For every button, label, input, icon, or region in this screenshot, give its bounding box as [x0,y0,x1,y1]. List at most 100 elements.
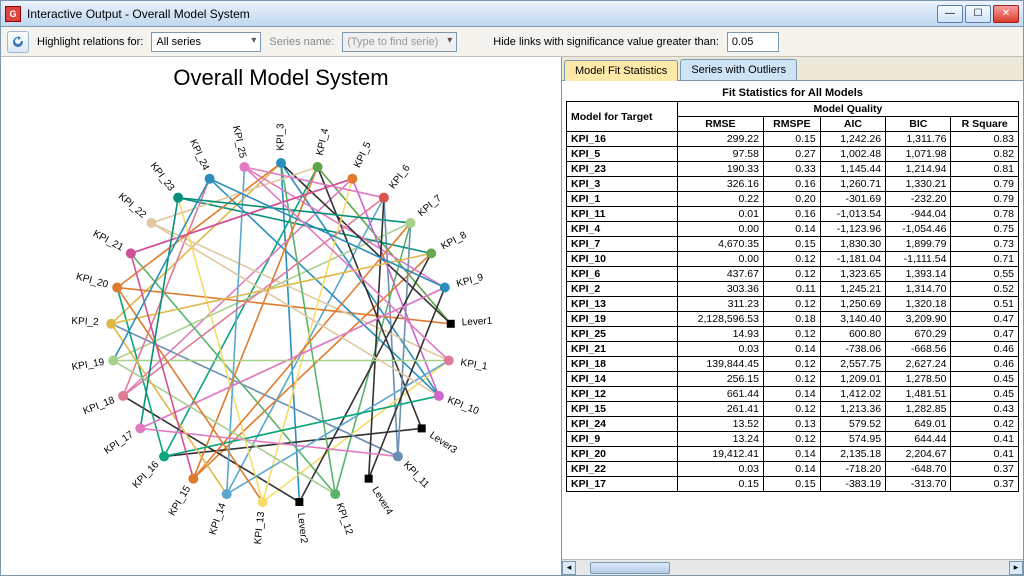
table-row[interactable]: KPI_170.150.15-383.19-313.700.37 [567,477,1019,492]
node[interactable] [295,498,303,506]
cell-value: 1,214.94 [886,162,951,177]
cell-value: 1,250.69 [820,297,885,312]
significance-input[interactable] [727,32,779,52]
table-row[interactable]: KPI_23190.330.331,145.441,214.940.81 [567,162,1019,177]
table-row[interactable]: KPI_40.000.14-1,123.96-1,054.460.75 [567,222,1019,237]
node[interactable] [126,248,136,258]
series-name-dropdown[interactable]: (Type to find serie) [342,32,457,52]
table-row[interactable]: KPI_15261.410.121,213.361,282.850.43 [567,402,1019,417]
cell-value: 1,145.44 [820,162,885,177]
cell-value: 19,412.41 [677,447,763,462]
node[interactable] [330,489,340,499]
node[interactable] [258,497,268,507]
cell-target: KPI_13 [567,297,678,312]
table-row[interactable]: KPI_192,128,596.530.183,140.403,209.900.… [567,312,1019,327]
cell-value: 1,830.30 [820,237,885,252]
tab-1[interactable]: Series with Outliers [680,59,797,80]
tab-0[interactable]: Model Fit Statistics [564,60,678,81]
table-row[interactable]: KPI_210.030.14-738.06-668.560.46 [567,342,1019,357]
cell-value: 0.73 [951,237,1019,252]
refresh-icon[interactable] [7,31,29,53]
node[interactable] [135,423,145,433]
node[interactable] [447,320,455,328]
cell-value: 1,412.02 [820,387,885,402]
node[interactable] [347,174,357,184]
edge [123,396,299,502]
table-row[interactable]: KPI_74,670.350.151,830.301,899.790.73 [567,237,1019,252]
maximize-button[interactable]: ☐ [965,5,991,23]
minimize-button[interactable]: — [937,5,963,23]
node[interactable] [313,162,323,172]
table-row[interactable]: KPI_2413.520.13579.52649.010.42 [567,417,1019,432]
node[interactable] [118,391,128,401]
node[interactable] [146,218,156,228]
cell-value: 4,670.35 [677,237,763,252]
table-row[interactable]: KPI_110.010.16-1,013.54-944.040.78 [567,207,1019,222]
scroll-right-arrow[interactable]: ▸ [1009,561,1023,575]
node[interactable] [239,162,249,172]
node[interactable] [418,424,426,432]
cell-target: KPI_25 [567,327,678,342]
cell-target: KPI_6 [567,267,678,282]
edge [384,198,398,457]
table-row[interactable]: KPI_13311.230.121,250.691,320.180.51 [567,297,1019,312]
highlight-dropdown[interactable]: All series [151,32,261,52]
highlight-dropdown-value: All series [156,36,201,48]
table-scroll[interactable]: Fit Statistics for All Models Model for … [562,81,1023,559]
node[interactable] [108,356,118,366]
node[interactable] [159,451,169,461]
node[interactable] [188,474,198,484]
node[interactable] [222,489,232,499]
node[interactable] [393,451,403,461]
node[interactable] [426,248,436,258]
cell-value: 1,242.26 [820,132,885,147]
table-row[interactable]: KPI_2303.360.111,245.211,314.700.52 [567,282,1019,297]
stats-pane: Model Fit StatisticsSeries with Outliers… [561,57,1023,575]
node[interactable] [112,283,122,293]
col-header: RMSPE [763,117,820,132]
table-row[interactable]: KPI_2019,412.410.142,135.182,204.670.41 [567,447,1019,462]
table-row[interactable]: KPI_3326.160.161,260.711,330.210.79 [567,177,1019,192]
node[interactable] [440,283,450,293]
node[interactable] [379,193,389,203]
table-row[interactable]: KPI_18139,844.450.122,557.752,627.240.46 [567,357,1019,372]
table-row[interactable]: KPI_2514.930.12600.80670.290.47 [567,327,1019,342]
close-button[interactable]: ✕ [993,5,1019,23]
scroll-left-arrow[interactable]: ◂ [562,561,576,575]
cell-target: KPI_10 [567,252,678,267]
table-row[interactable]: KPI_220.030.14-718.20-648.700.37 [567,462,1019,477]
cell-value: 574.95 [820,432,885,447]
cell-value: 1,393.14 [886,267,951,282]
scroll-thumb[interactable] [590,562,670,574]
tab-bar: Model Fit StatisticsSeries with Outliers [562,57,1023,81]
cell-value: 0.14 [763,447,820,462]
table-row[interactable]: KPI_6437.670.121,323.651,393.140.55 [567,267,1019,282]
node[interactable] [406,218,416,228]
node[interactable] [276,158,286,168]
cell-value: 0.00 [677,252,763,267]
node[interactable] [444,356,454,366]
cell-value: 1,002.48 [820,147,885,162]
cell-value: 0.01 [677,207,763,222]
table-row[interactable]: KPI_10.220.20-301.69-232.200.79 [567,192,1019,207]
node[interactable] [205,174,215,184]
col-header: BIC [886,117,951,132]
cell-value: 0.43 [951,402,1019,417]
node[interactable] [106,319,116,329]
table-row[interactable]: KPI_597.580.271,002.481,071.980.82 [567,147,1019,162]
table-row[interactable]: KPI_14256.150.121,209.011,278.500.45 [567,372,1019,387]
table-row[interactable]: KPI_100.000.12-1,181.04-1,111.540.71 [567,252,1019,267]
node[interactable] [434,391,444,401]
col-group: Model Quality [677,102,1018,117]
node[interactable] [365,475,373,483]
cell-value: 0.33 [763,162,820,177]
table-row[interactable]: KPI_16299.220.151,242.261,311.760.83 [567,132,1019,147]
series-name-label: Series name: [269,36,334,48]
table-row[interactable]: KPI_913.240.12574.95644.440.41 [567,432,1019,447]
table-row[interactable]: KPI_12661.440.141,412.021,481.510.45 [567,387,1019,402]
node[interactable] [173,193,183,203]
cell-value: 0.22 [677,192,763,207]
cell-target: KPI_7 [567,237,678,252]
network-chart[interactable]: KPI_3KPI_4KPI_5KPI_6KPI_7KPI_8KPI_9Lever… [1,93,561,575]
horizontal-scrollbar[interactable]: ◂ ▸ [562,559,1023,575]
